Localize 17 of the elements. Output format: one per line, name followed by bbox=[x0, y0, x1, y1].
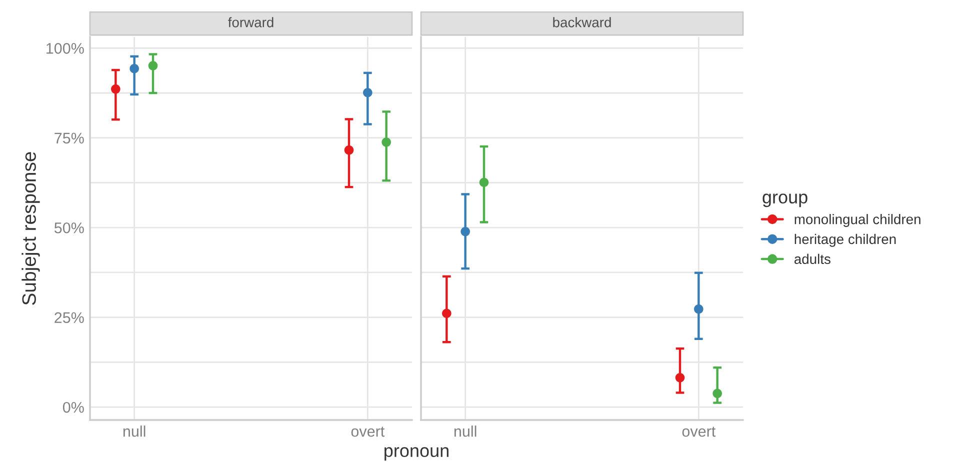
y-tick-label: 25% bbox=[54, 312, 84, 324]
x-tick-label: overt bbox=[351, 426, 385, 437]
legend-label: heritage children bbox=[794, 234, 896, 247]
y-tick-label: 100% bbox=[46, 42, 84, 54]
x-tick-label: null bbox=[123, 426, 146, 437]
legend-label: adults bbox=[794, 254, 830, 264]
legend-title: group bbox=[762, 194, 808, 208]
chart-title: forward bbox=[228, 17, 274, 28]
y-tick-label: 50% bbox=[54, 222, 84, 234]
x-axis-title: pronoun bbox=[384, 447, 448, 461]
chart-title: backward bbox=[553, 17, 611, 28]
y-tick-label: 75% bbox=[54, 132, 84, 144]
y-tick-label: 0% bbox=[62, 402, 84, 413]
y-axis-title: Subjejct response bbox=[22, 152, 40, 305]
legend-label: monolingual children bbox=[794, 214, 920, 227]
x-tick-label: overt bbox=[682, 426, 716, 437]
x-tick-label: null bbox=[454, 426, 476, 437]
